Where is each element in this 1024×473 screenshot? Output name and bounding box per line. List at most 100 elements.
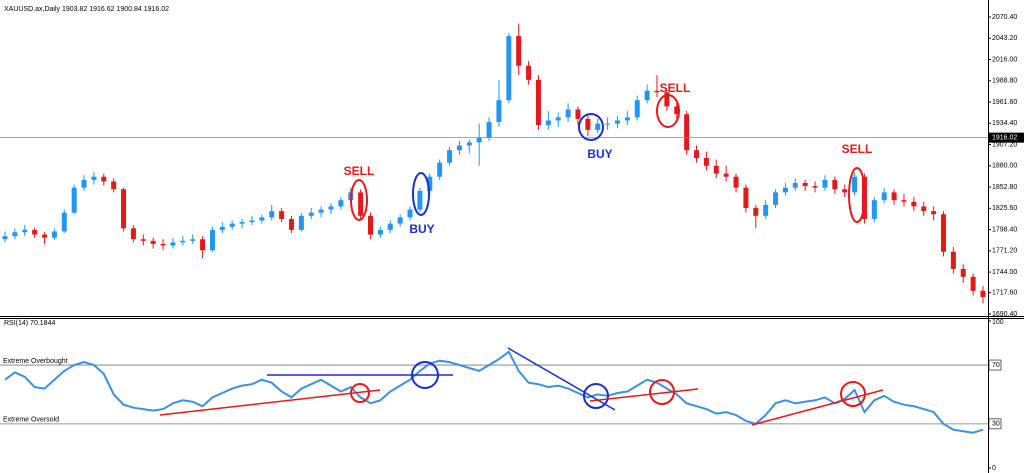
candle-body [81, 179, 87, 188]
candle-body [358, 192, 364, 216]
y-tick-label: 1690.40 [992, 311, 1017, 318]
level-label: Extreme Overbought [3, 358, 68, 365]
y-tick-label: 1988.80 [992, 78, 1017, 85]
candle-body [684, 114, 690, 151]
candle-body [753, 207, 759, 216]
level-tick-box [988, 418, 1002, 430]
candle-body [535, 79, 541, 126]
y-tick-label: 1961.60 [992, 99, 1017, 106]
candle-body [733, 176, 739, 188]
candle-body [644, 90, 650, 101]
y-tick-label: 1825.60 [992, 205, 1017, 212]
rsi-circle [840, 381, 866, 407]
candle-body [585, 118, 591, 130]
candle-body [407, 209, 413, 218]
candle-body [22, 229, 28, 233]
candle-body [328, 206, 334, 210]
y-tick-label: 1852.80 [992, 184, 1017, 191]
candle-body [318, 209, 324, 213]
candle-body [703, 157, 709, 166]
sell-label: SELL [660, 81, 691, 95]
candle-body [881, 192, 887, 201]
candle-body [71, 187, 77, 213]
y-tick-label: 2016.00 [992, 56, 1017, 63]
candle-body [170, 242, 176, 246]
candle-body [921, 206, 927, 212]
candle-body [713, 165, 719, 174]
candle-body [456, 145, 462, 151]
candle-body [654, 90, 660, 93]
candle-body [832, 179, 838, 190]
candle-body [397, 217, 403, 224]
candle-body [496, 100, 502, 123]
candle-body [694, 150, 700, 158]
annotations: SELL BUY BUY SELL SELL [159, 81, 884, 426]
rsi-line [4, 350, 984, 434]
rsi-circle [411, 361, 439, 389]
candle-body [466, 142, 472, 146]
sell-circle [656, 94, 680, 128]
candle-body [812, 186, 818, 188]
candle-body [51, 231, 57, 238]
candle-body [565, 109, 571, 118]
candle-body [368, 215, 374, 235]
sell-circle [350, 179, 368, 221]
y-tick-label: 1880.00 [992, 163, 1017, 170]
candle-body [555, 117, 561, 121]
candle-body [160, 243, 166, 246]
rsi-panel: Extreme Overbought Extreme Oversold 100 70 3… [0, 319, 1004, 472]
y-tick-label: 2043.20 [992, 35, 1017, 42]
candle-body [743, 187, 749, 208]
candle-body [249, 220, 255, 223]
candle-body [101, 176, 107, 182]
candle-body [209, 229, 215, 251]
candle-body [634, 100, 640, 118]
y-tick-label: 100 [992, 319, 1004, 326]
candle-body [664, 92, 670, 107]
candle-body [130, 228, 136, 240]
candle-body [802, 182, 808, 187]
candle-body [111, 181, 117, 190]
buy-circle [412, 172, 430, 216]
candle-body [723, 173, 729, 177]
buy-label: BUY [587, 147, 612, 161]
candle-body [180, 240, 186, 243]
candle-body [219, 226, 225, 230]
trend-line [751, 389, 884, 426]
indicator-title: RSI(14) 70.1844 [4, 320, 55, 327]
candle-body [12, 232, 18, 237]
candle-body [852, 176, 858, 193]
candle-body [614, 120, 620, 124]
candle-body [940, 214, 946, 252]
candle-body [476, 137, 482, 143]
candle-body [871, 200, 877, 219]
candle-body [377, 229, 383, 235]
candle-body [427, 176, 433, 191]
y-tick-label: 1744.00 [992, 269, 1017, 276]
candle-body [624, 117, 630, 121]
candle-body [229, 223, 235, 227]
current-price-box [989, 132, 1024, 143]
buy-label: BUY [409, 222, 434, 236]
candle-body [437, 162, 443, 177]
rsi-circle [583, 383, 609, 409]
candle-body [516, 36, 522, 66]
rsi-circle [350, 383, 370, 403]
candle-body [61, 212, 67, 232]
candle-body [338, 200, 344, 207]
y-tick-label: 1907.20 [992, 141, 1017, 148]
candle-body [595, 123, 601, 130]
sell-label: SELL [842, 142, 873, 156]
candle-body [279, 211, 285, 219]
candle-body [970, 276, 976, 291]
y-tick-label: 0 [992, 465, 996, 472]
candle-body [121, 189, 127, 229]
candle-body [575, 109, 581, 119]
y-tick-label: 1771.20 [992, 248, 1017, 255]
candle-body [605, 123, 611, 125]
sell-circle [848, 167, 866, 223]
candle-body [901, 200, 907, 202]
